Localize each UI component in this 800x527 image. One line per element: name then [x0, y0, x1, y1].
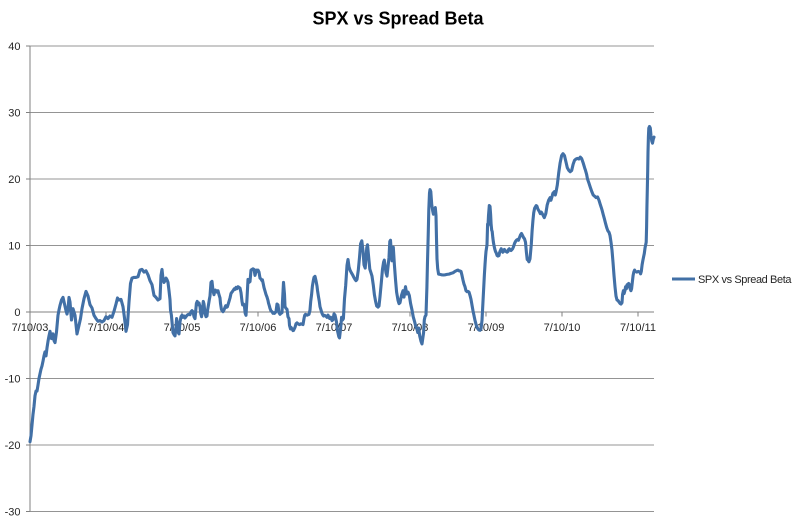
svg-text:-30: -30: [5, 506, 21, 518]
svg-text:7/10/06: 7/10/06: [240, 322, 277, 334]
svg-text:7/10/09: 7/10/09: [468, 322, 505, 334]
svg-text:20: 20: [8, 174, 20, 186]
svg-text:7/10/10: 7/10/10: [544, 322, 581, 334]
svg-text:10: 10: [8, 240, 20, 252]
svg-text:7/10/07: 7/10/07: [316, 322, 353, 334]
svg-text:0: 0: [14, 307, 20, 319]
svg-text:SPX vs Spread Beta: SPX vs Spread Beta: [698, 274, 792, 286]
svg-text:7/10/11: 7/10/11: [620, 322, 656, 334]
svg-text:40: 40: [8, 41, 20, 53]
svg-text:7/10/03: 7/10/03: [12, 322, 49, 334]
svg-text:7/10/05: 7/10/05: [164, 322, 201, 334]
svg-text:7/10/04: 7/10/04: [88, 322, 125, 334]
svg-text:-20: -20: [5, 440, 21, 452]
svg-text:SPX vs Spread Beta: SPX vs Spread Beta: [312, 9, 484, 29]
svg-text:30: 30: [8, 107, 20, 119]
svg-text:-10: -10: [5, 373, 21, 385]
